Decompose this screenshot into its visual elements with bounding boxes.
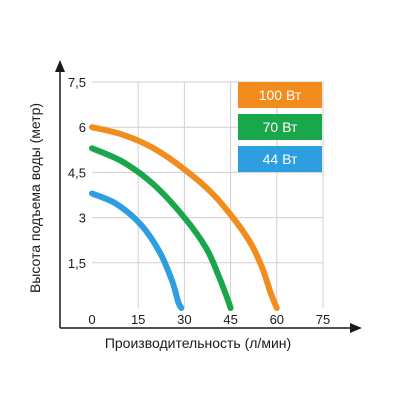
y-tick-label: 6 (79, 120, 86, 135)
series-line-44-вт (89, 190, 185, 311)
x-tick-label: 60 (270, 312, 284, 327)
x-tick-label: 0 (88, 312, 95, 327)
series-line-70-вт (89, 145, 234, 311)
y-tick-label: 3 (79, 211, 86, 226)
legend-label: 70 Вт (263, 119, 298, 135)
y-axis-title: Высота подъема воды (метр) (27, 103, 43, 293)
series-lines (89, 124, 280, 311)
y-tick-label: 1,5 (68, 256, 86, 271)
x-axis-title: Производительность (л/мин) (105, 335, 291, 351)
axes (55, 60, 362, 333)
legend-label: 100 Вт (259, 87, 302, 103)
y-tick-label: 7,5 (68, 75, 86, 90)
y-tick-label: 4,5 (68, 165, 86, 180)
x-tick-label: 45 (223, 312, 237, 327)
legend-swatch (238, 82, 322, 108)
legend: 100 Вт 70 Вт 44 Вт (238, 82, 322, 172)
x-tick-label: 15 (131, 312, 145, 327)
y-axis-arrow (55, 60, 65, 72)
x-tick-label: 75 (316, 312, 330, 327)
legend-label: 44 Вт (263, 151, 298, 167)
series-line-100-вт (89, 124, 280, 311)
tick-labels: 0 15 30 45 60 75 1,5 3 4,5 6 7,5 (68, 75, 330, 327)
legend-swatch (238, 146, 322, 172)
x-tick-label: 30 (177, 312, 191, 327)
legend-swatch (238, 114, 322, 140)
x-axis-arrow (350, 323, 362, 333)
